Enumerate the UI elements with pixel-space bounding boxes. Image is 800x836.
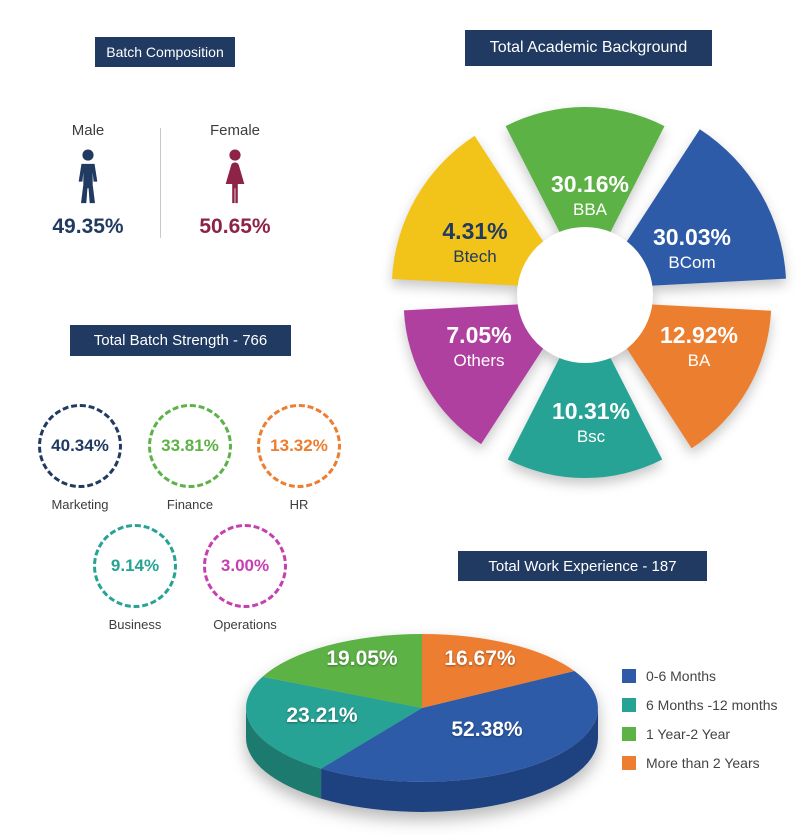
legend-item-1-2-years: 1 Year-2 Year: [622, 726, 730, 742]
legend-swatch: [622, 756, 636, 770]
pie-wall-6-12-months: [246, 708, 322, 799]
pie-svg: [246, 634, 598, 812]
pie-segment-6-12-months: [246, 676, 422, 769]
strength-value: 33.81%: [161, 436, 219, 455]
legend-item-0-6-months: 0-6 Months: [622, 668, 716, 684]
donut-label-btech: 4.31% Btech: [442, 218, 508, 266]
strength-value: 40.34%: [51, 436, 109, 455]
dashed-circle: 9.14%: [93, 524, 177, 608]
legend-label: 6 Months -12 months: [646, 697, 778, 713]
strength-item-marketing: 40.34% Marketing: [30, 404, 130, 512]
pie-label-2plus-years: 16.67%: [444, 647, 516, 670]
legend-item-6-12-months: 6 Months -12 months: [622, 697, 778, 713]
donut-svg: [392, 107, 786, 479]
strength-item-business: 9.14% Business: [85, 524, 185, 632]
male-stat: Male 49.35%: [40, 122, 136, 239]
female-stat: Female 50.65%: [187, 122, 283, 239]
strength-value: 3.00%: [220, 556, 270, 575]
legend-item-2plus-years: More than 2 Years: [622, 755, 760, 771]
work-experience-header: Total Work Experience - 187: [458, 551, 707, 581]
strength-item-operations: 3.00% Operations: [195, 524, 295, 632]
male-icon: [40, 149, 136, 205]
batch-strength-header: Total Batch Strength - 766: [70, 325, 291, 356]
donut-label-bba: 30.16% BBA: [550, 171, 630, 219]
pie-label-0-6-months: 52.38%: [451, 718, 523, 741]
donut-segment-others: [403, 301, 574, 445]
strength-label: Operations: [213, 617, 277, 632]
batch-composition-header: Batch Composition: [95, 37, 235, 67]
legend-swatch: [622, 669, 636, 683]
donut-segment-bba: [505, 107, 665, 282]
donut-segment-ba: [596, 301, 772, 449]
work-experience-pie-chart: 52.38% 23.21% 19.05% 16.67%: [242, 632, 602, 832]
strength-value: 9.14%: [110, 556, 160, 575]
male-label: Male: [71, 122, 105, 139]
academic-donut-chart: 30.16% BBA 30.03% BCom 12.92% BA 10.31% …: [375, 95, 795, 505]
male-percentage: 49.35%: [52, 215, 124, 238]
pie-label-6-12-months: 23.21%: [286, 704, 358, 727]
donut-segment-bsc: [507, 308, 663, 479]
donut-label-bsc: 10.31% Bsc: [551, 398, 631, 446]
dashed-circle: 40.34%: [38, 404, 122, 488]
female-icon: [187, 149, 283, 205]
dashed-circle: 33.81%: [148, 404, 232, 488]
dashed-circle: 3.00%: [203, 524, 287, 608]
legend-label: 0-6 Months: [646, 668, 717, 684]
legend-label: 1 Year-2 Year: [646, 726, 731, 742]
pie-segment-0-6-months: [321, 671, 598, 782]
strength-label: Marketing: [51, 497, 109, 512]
pie-wall-0-6-months: [321, 708, 598, 812]
donut-label-ba: 12.92% BA: [659, 322, 739, 370]
pie-segment-2plus-years: [422, 634, 575, 708]
legend-swatch: [622, 727, 636, 741]
legend-label: More than 2 Years: [646, 755, 760, 771]
academic-background-header: Total Academic Background: [465, 30, 712, 66]
gender-divider: [160, 128, 161, 238]
strength-label: Finance: [166, 497, 214, 512]
donut-segment-bcom: [596, 129, 786, 289]
female-percentage: 50.65%: [199, 215, 271, 238]
donut-label-bcom: 30.03% BCom: [652, 224, 732, 272]
legend-swatch: [622, 698, 636, 712]
dashed-circle: 13.32%: [257, 404, 341, 488]
pie-label-1-2-years: 19.05%: [326, 647, 398, 670]
donut-hole: [517, 227, 653, 363]
female-label: Female: [209, 122, 261, 139]
strength-label: HR: [289, 497, 309, 512]
donut-label-others: 7.05% Others: [446, 322, 512, 370]
strength-item-hr: 13.32% HR: [249, 404, 349, 512]
strength-value: 13.32%: [270, 436, 328, 455]
donut-segment-btech: [392, 135, 574, 289]
strength-item-finance: 33.81% Finance: [140, 404, 240, 512]
strength-label: Business: [108, 617, 162, 632]
pie-segment-1-2-years: [262, 634, 422, 708]
